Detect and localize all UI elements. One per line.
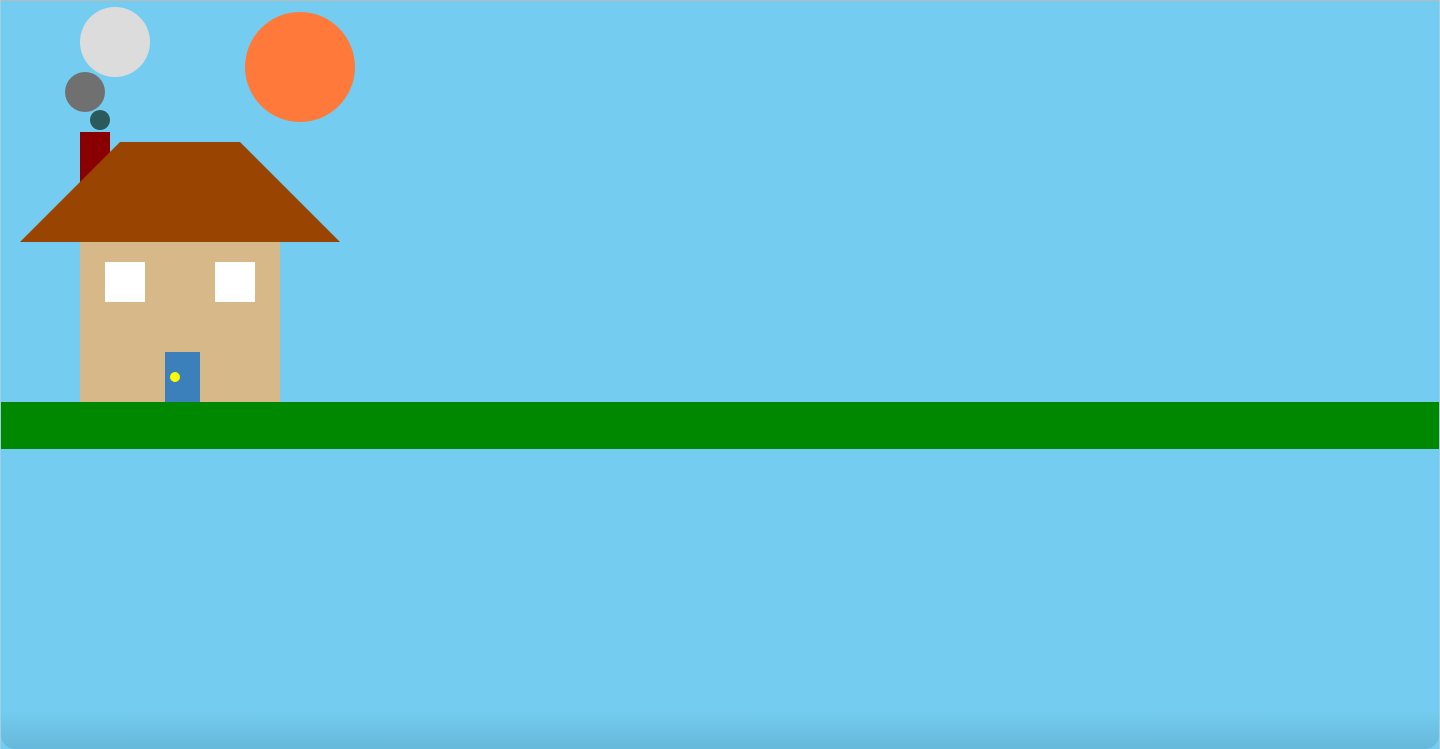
ground-strip <box>1 402 1439 449</box>
smoke-puff-small <box>90 110 110 130</box>
window-left <box>105 262 145 302</box>
smoke-puff-large <box>80 7 150 77</box>
window-right <box>215 262 255 302</box>
roof-shape <box>20 142 340 242</box>
roof <box>20 142 340 242</box>
door-knob <box>170 372 180 382</box>
smoke-puff-medium <box>65 72 105 112</box>
sun <box>245 12 355 122</box>
